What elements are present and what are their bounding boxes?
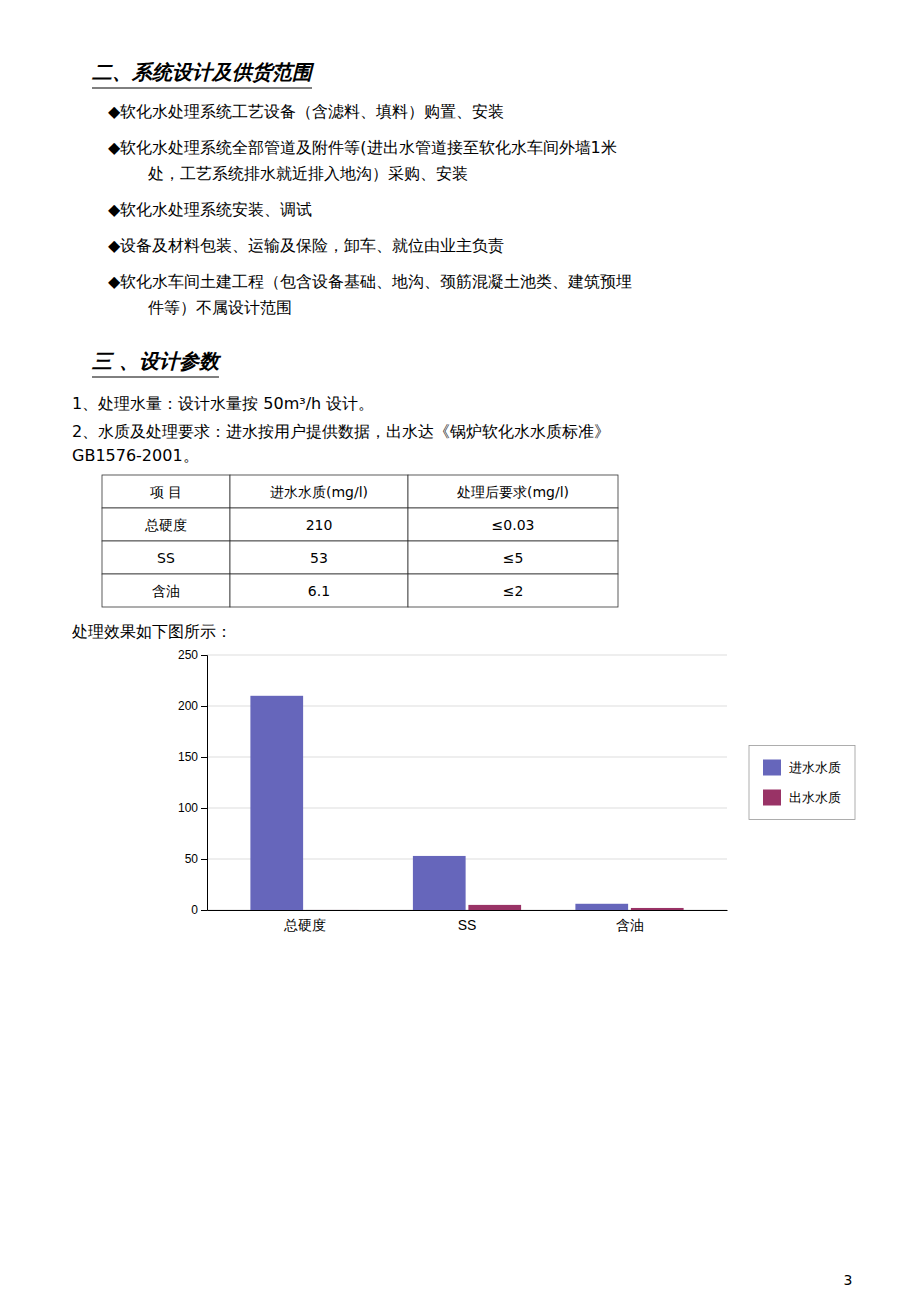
grid: [207, 655, 727, 910]
bullet-text: 件等）不属设计范围: [148, 298, 292, 317]
bar: [413, 856, 466, 910]
y-tick-label: 200: [178, 699, 198, 713]
y-tick-mark: [201, 757, 207, 758]
x-axis: 总硬度 SS 含油: [208, 910, 728, 933]
section-title: 二、系统设计及供货范围: [91, 60, 315, 84]
y-tick: 150: [178, 750, 207, 764]
table-cell: [230, 475, 408, 508]
x-tick-label: SS: [458, 917, 477, 933]
y-tick-label: 150: [178, 750, 198, 764]
table-cell-text: SS: [157, 550, 175, 566]
table-cell-text: ≤2: [503, 583, 524, 599]
bar: [575, 904, 628, 910]
title-underline: [92, 88, 312, 89]
bar-series: [250, 696, 628, 910]
legend: 进水水质出水水质: [749, 746, 855, 820]
bar: [631, 908, 684, 910]
table-cell: [102, 475, 230, 508]
page: 二、系统设计及供货范围 ◆软化水处理系统工艺设备（含滤料、填料）购置、安装 ◆软化水…: [0, 0, 919, 1302]
x-tick: 总硬度: [283, 910, 326, 933]
y-tick-mark: [201, 706, 207, 707]
bar: [250, 696, 303, 910]
table-cell: [230, 541, 408, 574]
y-tick-label: 50: [185, 852, 199, 866]
table-cell-text: 6.1: [308, 583, 330, 599]
table-cell: [230, 508, 408, 541]
table-cell-text: 进水水质(mg/l): [270, 484, 368, 500]
y-tick: 250: [178, 648, 207, 662]
paragraph: 1、处理水量：设计水量按 50m³/h 设计。: [72, 394, 374, 413]
y-tick: 100: [178, 801, 207, 815]
table-cell: [408, 574, 618, 607]
table-cell-text: 总硬度: [144, 517, 187, 533]
table-cell-text: 210: [306, 517, 333, 533]
table-cell-text: 53: [310, 550, 328, 566]
y-tick-label: 0: [191, 903, 198, 917]
page-number: 3: [844, 1272, 853, 1288]
table: 项 目 进水水质(mg/l) 处理后要求(mg/l) 总硬度 210 ≤0.03 SS 53 ≤…: [102, 475, 618, 607]
y-tick: 50: [185, 852, 207, 866]
bar: [306, 909, 359, 910]
y-tick-mark: [201, 910, 207, 911]
table-cell: [230, 574, 408, 607]
table-cell: [102, 541, 230, 574]
table-cell: [102, 574, 230, 607]
bar: [468, 905, 521, 910]
bar-series: [306, 905, 684, 910]
grid-line: [207, 655, 727, 656]
legend-swatch: [763, 790, 781, 806]
chart-caption: 处理效果如下图所示：: [72, 622, 232, 641]
bullet-text: ◆设备及材料包装、运输及保险，卸车、就位由业主负责: [108, 236, 504, 255]
y-axis-line: [201, 656, 208, 911]
legend-label: 进水水质: [789, 760, 841, 775]
bullet-text: 处，工艺系统排水就近排入地沟）采购、安装: [148, 164, 468, 183]
x-tick-label: 含油: [616, 917, 644, 933]
bullet-text: ◆软化水车间土建工程（包含设备基础、地沟、颈筋混凝土池类、建筑预埋: [108, 272, 632, 291]
x-axis-line: [208, 910, 728, 911]
table-cell-text: 处理后要求(mg/l): [457, 484, 569, 500]
table-cell: [408, 541, 618, 574]
bars: [250, 696, 683, 910]
chart: 0 50 100 150 200 250 总硬度 SS 含油 进水水质出水水质: [178, 648, 855, 932]
y-tick-mark: [201, 655, 207, 656]
y-tick: 0: [191, 903, 207, 917]
y-tick-mark: [201, 859, 207, 860]
y-axis: 0 50 100 150 200 250: [178, 648, 208, 917]
paragraph: 2、水质及处理要求：进水按用户提供数据，出水达《锅炉软化水水质标准》: [72, 422, 610, 441]
y-tick-label: 100: [178, 801, 198, 815]
legend-swatch: [763, 760, 781, 776]
table-cell-text: 含油: [152, 583, 180, 599]
y-tick-label: 250: [178, 648, 198, 662]
table-cell: [408, 475, 618, 508]
y-tick: 200: [178, 699, 207, 713]
x-tick: 含油: [616, 910, 644, 933]
legend-label: 出水水质: [789, 790, 841, 805]
bullet-text: ◆软化水处理系统安装、调试: [108, 200, 312, 219]
table-cell: [102, 508, 230, 541]
title-underline: [92, 377, 219, 378]
table-cell-text: ≤0.03: [492, 517, 535, 533]
x-tick: SS: [458, 910, 477, 933]
x-tick-label: 总硬度: [283, 917, 326, 933]
legend-frame: [749, 746, 855, 820]
y-tick-mark: [201, 808, 207, 809]
page-background: [0, 0, 919, 1302]
paragraph: GB1576-2001。: [72, 446, 199, 465]
section-title: 三 、设计参数: [91, 349, 222, 373]
bullet-text: ◆软化水处理系统工艺设备（含滤料、填料）购置、安装: [108, 102, 504, 121]
table-cell-text: ≤5: [503, 550, 524, 566]
table-cell: [408, 508, 618, 541]
table-cell-text: 项 目: [150, 484, 182, 500]
bullet-text: ◆软化水处理系统全部管道及附件等(进出水管道接至软化水车间外墙1米: [108, 138, 617, 157]
